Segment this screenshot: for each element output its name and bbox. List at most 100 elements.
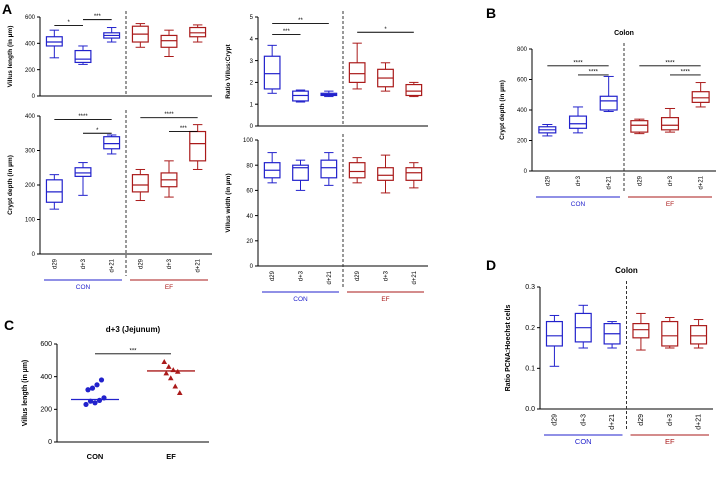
- significance-label: *: [384, 27, 387, 33]
- y-tick-label: 400: [25, 114, 36, 120]
- y-axis-label: Ratio PCNA:Hoechst cells: [505, 305, 512, 392]
- chart-title: d+3 (Jejunum): [106, 325, 161, 334]
- data-point-ef: [161, 358, 168, 364]
- box-d+21: [405, 83, 423, 97]
- group-label-ef: EF: [165, 284, 173, 291]
- y-axis-label: Crypt depth (in µm): [7, 155, 14, 215]
- x-tick-label: d+21: [609, 414, 616, 430]
- box-d+21: [320, 159, 338, 179]
- x-tick-label: d29: [355, 270, 361, 281]
- y-tick-label: 0.3: [525, 284, 535, 291]
- x-tick-label: CON: [87, 452, 104, 461]
- data-point-con: [83, 401, 89, 408]
- x-tick-label: d29: [52, 258, 58, 269]
- x-tick-label: d+3: [668, 175, 674, 186]
- box-d+3: [661, 320, 679, 347]
- y-tick-label: 300: [25, 149, 36, 155]
- x-tick-label: d+21: [196, 258, 202, 272]
- box-d+3: [377, 167, 394, 181]
- x-tick-label: d+3: [580, 414, 587, 426]
- box-d+21: [189, 130, 207, 162]
- significance-label: ***: [180, 126, 188, 132]
- box-d29: [263, 55, 281, 90]
- y-tick-label: 0.1: [525, 366, 535, 373]
- box-d29: [630, 120, 649, 133]
- box-d29: [45, 36, 63, 47]
- box-d+3: [74, 49, 92, 64]
- y-tick-label: 800: [517, 47, 528, 53]
- x-tick-label: d+3: [299, 270, 305, 281]
- x-tick-label: d+3: [81, 258, 87, 269]
- box-d+3: [568, 115, 588, 129]
- y-tick-label: 200: [40, 407, 52, 414]
- x-tick-label: d+3: [576, 175, 582, 186]
- significance-label: ***: [283, 29, 291, 35]
- y-tick-label: 600: [40, 341, 52, 348]
- data-point-ef: [172, 383, 179, 389]
- box-d29: [348, 62, 366, 83]
- x-tick-label: d+21: [696, 414, 703, 430]
- x-tick-label: d+21: [607, 175, 613, 189]
- y-axis-label: Villus width (in µm): [225, 173, 232, 232]
- y-tick-label: 80: [246, 163, 253, 169]
- panel-label-c: C: [4, 317, 14, 333]
- group-label-ef: EF: [665, 437, 675, 446]
- y-tick-label: 400: [25, 42, 36, 48]
- data-point-con: [98, 377, 105, 383]
- group-label-con: CON: [571, 201, 586, 208]
- y-tick-label: 60: [246, 189, 253, 195]
- y-tick-label: 0: [48, 439, 52, 446]
- significance-label: **: [298, 18, 303, 24]
- significance-label: *: [67, 20, 70, 26]
- x-tick-label: d29: [270, 270, 276, 281]
- y-tick-label: 0: [250, 124, 254, 130]
- group-label-con: CON: [293, 296, 308, 303]
- box-d+3: [160, 34, 178, 48]
- y-tick-label: 5: [250, 15, 254, 21]
- significance-label: ****: [78, 114, 88, 120]
- significance-label: ****: [164, 112, 174, 118]
- chart-a4: 0 20 40 60 80 100 Villus width (in µm) d29 d+3 d+…: [225, 134, 428, 303]
- data-point-ef: [176, 390, 183, 395]
- y-tick-label: 20: [246, 239, 253, 245]
- y-tick-label: 4: [250, 37, 254, 43]
- group-label-con: CON: [575, 437, 592, 446]
- data-point-con: [96, 397, 103, 403]
- x-tick-label: d29: [551, 414, 558, 426]
- significance-label: ****: [589, 69, 599, 75]
- significance-label: ****: [681, 69, 691, 75]
- box-d+3: [74, 167, 92, 177]
- chart-title: Colon: [614, 30, 634, 37]
- y-tick-label: 0.0: [525, 406, 535, 413]
- x-tick-label: d+21: [412, 270, 418, 284]
- panel-label-a: A: [2, 1, 12, 17]
- y-axis-label: Villus length (in µm): [7, 26, 14, 88]
- y-tick-label: 0: [250, 264, 254, 270]
- data-point-con: [92, 400, 98, 406]
- y-tick-label: 40: [246, 214, 253, 220]
- box-d29: [45, 179, 63, 203]
- x-tick-label: d29: [638, 414, 645, 426]
- box-d+21: [691, 91, 710, 103]
- box-d29: [348, 162, 366, 179]
- data-point-con: [89, 385, 96, 391]
- x-tick-label: d29: [138, 258, 144, 269]
- box-d+21: [405, 167, 423, 181]
- box-d+21: [189, 26, 207, 38]
- chart-b: 0 200 400 600 800 Crypt depth (in µm) Colon d29…: [499, 30, 716, 208]
- y-tick-label: 1: [250, 102, 254, 108]
- y-tick-label: 2: [250, 81, 254, 87]
- data-point-ef: [165, 363, 172, 369]
- box-d+21: [599, 95, 618, 111]
- box-d29: [131, 174, 149, 193]
- group-label-ef: EF: [381, 296, 389, 303]
- y-tick-label: 600: [517, 78, 528, 84]
- y-tick-label: 3: [250, 59, 254, 65]
- data-point-con: [85, 387, 91, 393]
- x-tick-label: d29: [545, 175, 551, 186]
- y-tick-label: 400: [40, 374, 52, 381]
- panel-label-d: D: [486, 257, 496, 273]
